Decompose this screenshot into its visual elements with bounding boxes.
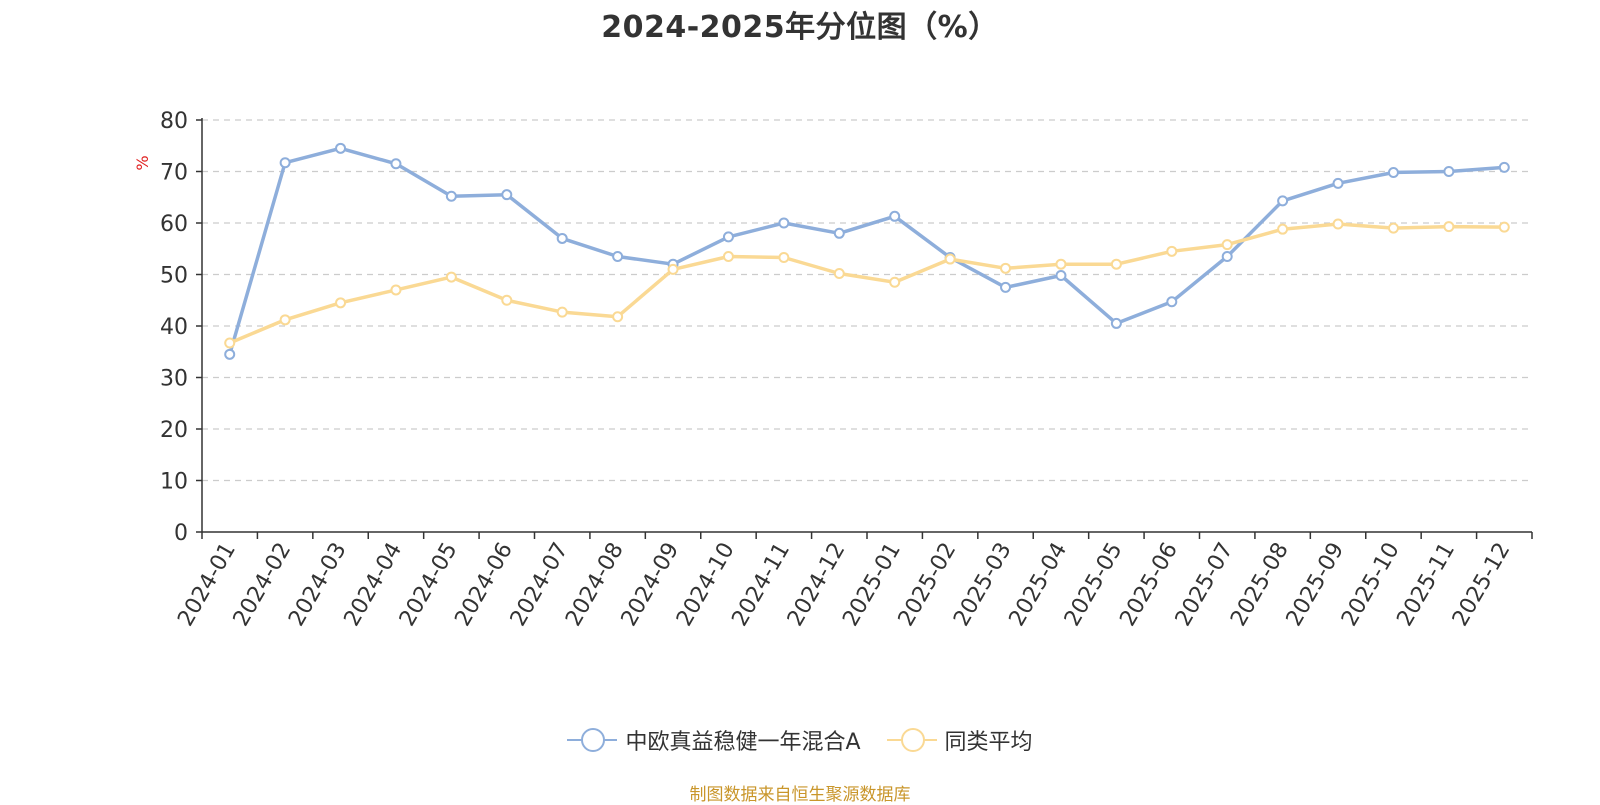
data-point-0 [445,190,457,202]
data-point-0 [1443,166,1455,177]
legend-item-fund[interactable]: 中欧真益稳健一年混合A [567,724,861,756]
data-point-1 [667,263,679,275]
data-point-0 [833,227,845,239]
data-point-0 [1387,167,1399,179]
data-point-1 [1387,222,1399,234]
data-point-0 [778,217,790,229]
data-point-1 [1166,245,1178,257]
data-point-1 [335,297,347,309]
data-point-0 [279,157,291,169]
series-line-0 [227,146,1507,357]
legend-item-peer-average[interactable]: 同类平均 [886,724,1033,756]
data-point-0 [224,348,236,360]
data-point-1 [279,314,291,326]
data-point-1 [1332,218,1344,230]
data-point-1 [1277,223,1289,235]
data-point-1 [1000,262,1012,274]
y-tick-label: 40 [160,315,188,340]
y-tick-label: 20 [160,418,188,443]
data-point-0 [1000,281,1012,293]
data-point-1 [501,294,513,306]
y-tick-label: 60 [160,212,188,237]
y-tick-label: 30 [160,367,188,392]
data-point-1 [1498,221,1510,233]
legend: 中欧真益稳健一年混合A 同类平均 [0,724,1600,756]
data-point-1 [390,284,402,296]
data-point-0 [889,210,901,222]
data-point-0 [556,232,568,244]
y-tick-label: 10 [160,470,188,495]
chart-title: 2024-2025年分位图（%） [601,10,999,45]
data-point-1 [889,276,901,288]
data-point-1 [445,271,457,283]
data-point-1 [1443,221,1455,233]
data-point-0 [1166,296,1178,308]
data-point-0 [1110,317,1122,329]
data-point-1 [612,311,624,323]
data-point-1 [1055,258,1067,270]
y-tick-label: 70 [160,161,188,186]
source-note: 制图数据来自恒生聚源数据库 [689,785,911,805]
data-point-1 [722,250,734,262]
data-point-0 [501,189,513,201]
legend-label-peer-average: 同类平均 [944,730,1033,755]
data-point-1 [556,306,568,318]
y-tick-label: 80 [160,109,188,134]
data-point-1 [833,267,845,279]
data-point-1 [778,252,790,264]
data-point-0 [612,250,624,262]
data-point-0 [722,231,734,243]
data-point-0 [1055,270,1067,282]
data-point-0 [390,158,402,170]
y-tick-label: 0 [174,521,188,546]
y-tick-label: 50 [160,264,188,289]
y-axis-label: % [133,155,152,170]
legend-swatch-fund [567,728,618,752]
data-point-1 [224,337,236,349]
data-point-1 [944,253,956,265]
series-line-1 [227,222,1507,345]
data-point-0 [1332,177,1344,189]
legend-swatch-peer-average [886,728,937,752]
legend-label-fund: 中欧真益稳健一年混合A [625,730,861,755]
data-point-1 [1110,258,1122,270]
data-point-0 [1277,195,1289,207]
data-point-0 [335,142,347,154]
data-point-1 [1221,239,1233,251]
data-point-0 [1498,161,1510,173]
data-point-0 [1221,250,1233,262]
